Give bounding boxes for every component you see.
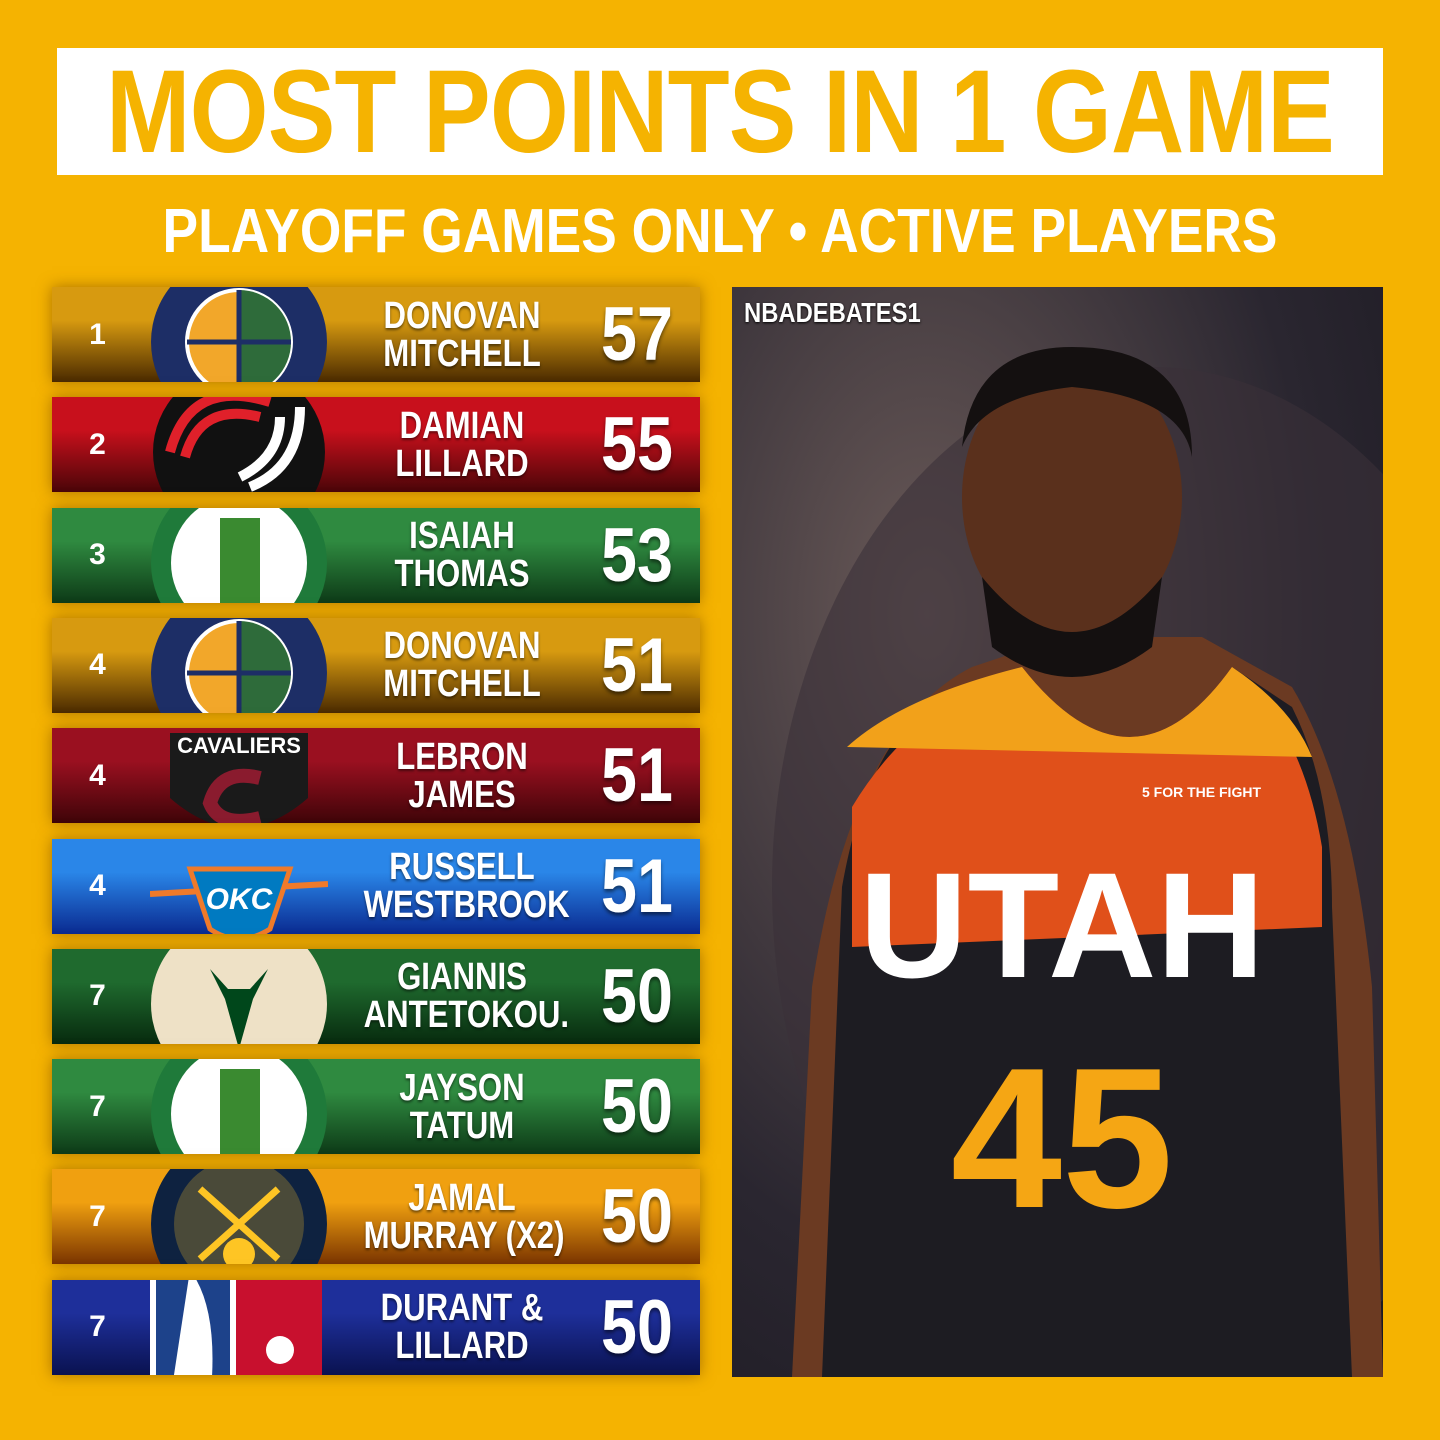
points: 51 [601, 622, 673, 708]
player-name: ISAIAH THOMAS [364, 517, 561, 593]
player-name: DURANT & LILLARD [364, 1289, 561, 1365]
player-first-line: LEBRON [396, 735, 528, 778]
rank: 4 [89, 758, 106, 792]
player-name: LEBRON JAMES [364, 738, 561, 814]
player-first-line: DONOVAN [383, 625, 541, 668]
player-first-line: JAMAL [408, 1176, 516, 1219]
title-box: MOST POINTS IN 1 GAME [57, 46, 1383, 178]
rank: 7 [89, 1310, 106, 1344]
player-second-line: LILLARD [395, 442, 529, 485]
ranking-row: 3 ISAIAH THOMAS 53 [52, 507, 700, 603]
bucks-logo-icon [151, 948, 327, 1044]
player-illustration: UTAH 45 5 FOR THE FIGHT [772, 347, 1383, 1377]
jersey-patch: 5 FOR THE FIGHT [1142, 784, 1261, 800]
player-name: DONOVAN MITCHELL [364, 297, 561, 373]
player-name: RUSSELL WESTBROOK [363, 846, 570, 926]
points: 50 [601, 953, 673, 1039]
points: 55 [601, 402, 673, 488]
player-second-line: LILLARD [395, 1325, 529, 1368]
ranking-row: 4 OKC RUSSELL WESTBROOK 51 [52, 838, 700, 934]
player-second-line: TATUM [409, 1104, 515, 1147]
ranking-row: 1 DONOVAN MITCHELL 57 [52, 287, 700, 382]
player-second-line: ANTETOKOU. [363, 994, 570, 1037]
points: 50 [601, 1284, 673, 1370]
player-second-line: THOMAS [394, 553, 530, 596]
rank: 7 [89, 1199, 106, 1233]
player-first-line: DAMIAN [399, 404, 525, 447]
player-second-line: WESTBROOK [363, 884, 570, 926]
celtics-logo-icon [151, 1059, 327, 1155]
rank: 2 [89, 427, 106, 461]
ranking-row: 2 DAMIAN LILLARD 55 [52, 397, 700, 493]
player-name: DAMIAN LILLARD [364, 407, 561, 483]
ranking-row: 4 CAVALIERS LEBRON JAMES 51 [52, 728, 700, 824]
ranking-row: 7 DURANT & LILLARD 50 [52, 1279, 700, 1375]
celtics-logo-icon [151, 507, 327, 603]
player-first-line: DURANT & [380, 1287, 544, 1330]
player-photo: UTAH 45 5 FOR THE FIGHT NBADEBATES1 [732, 287, 1383, 1377]
points: 53 [601, 512, 673, 598]
points: 50 [601, 1064, 673, 1150]
player-first-line: JAYSON [399, 1066, 525, 1109]
player-name: GIANNIS ANTETOKOU. [363, 956, 570, 1037]
points: 51 [601, 733, 673, 819]
points: 57 [601, 292, 673, 377]
ranking-row: 7 GIANNIS ANTETOKOU. 50 [52, 948, 700, 1044]
jersey-number: 45 [951, 1027, 1173, 1250]
cavaliers-logo-icon: CAVALIERS [170, 733, 308, 824]
player-second-line: MITCHELL [383, 332, 541, 375]
nba-logo-icon [150, 1279, 322, 1375]
player-second-line: MURRAY (X2) [363, 1214, 565, 1257]
svg-text:CAVALIERS: CAVALIERS [177, 733, 301, 758]
ranking-row: 7 JAMAL MURRAY (X2) 50 [52, 1169, 700, 1265]
blazers-logo-icon [153, 397, 325, 493]
page-subtitle: PLAYOFF GAMES ONLY • ACTIVE PLAYERS [162, 197, 1278, 266]
rank: 4 [89, 648, 106, 682]
page-title: MOST POINTS IN 1 GAME [106, 45, 1335, 178]
ranking-row: 7 JAYSON TATUM 50 [52, 1059, 700, 1155]
points: 51 [601, 843, 673, 929]
watermark: NBADEBATES1 [744, 297, 921, 328]
player-second-line: MITCHELL [383, 663, 541, 706]
player-name: JAYSON TATUM [364, 1069, 561, 1145]
svg-text:OKC: OKC [206, 883, 274, 916]
jazz-logo-icon [151, 617, 327, 713]
rank: 3 [89, 538, 106, 572]
player-first-line: DONOVAN [383, 294, 541, 337]
player-name: JAMAL MURRAY (X2) [363, 1176, 565, 1257]
thunder-logo-icon: OKC [150, 866, 328, 934]
rank: 1 [89, 317, 106, 351]
rank: 4 [89, 869, 106, 902]
jersey-text: UTAH [859, 841, 1264, 1009]
rank: 7 [89, 1089, 106, 1123]
rank: 7 [89, 979, 106, 1013]
player-first-line: ISAIAH [409, 515, 515, 558]
ranking-row: 4 DONOVAN MITCHELL 51 [52, 617, 700, 713]
points: 50 [601, 1174, 673, 1260]
nuggets-logo-icon [151, 1169, 327, 1265]
player-second-line: JAMES [408, 773, 516, 816]
player-first-line: GIANNIS [397, 956, 527, 999]
jazz-logo-icon [151, 287, 327, 382]
player-first-line: RUSSELL [389, 846, 535, 888]
player-name: DONOVAN MITCHELL [364, 627, 561, 703]
